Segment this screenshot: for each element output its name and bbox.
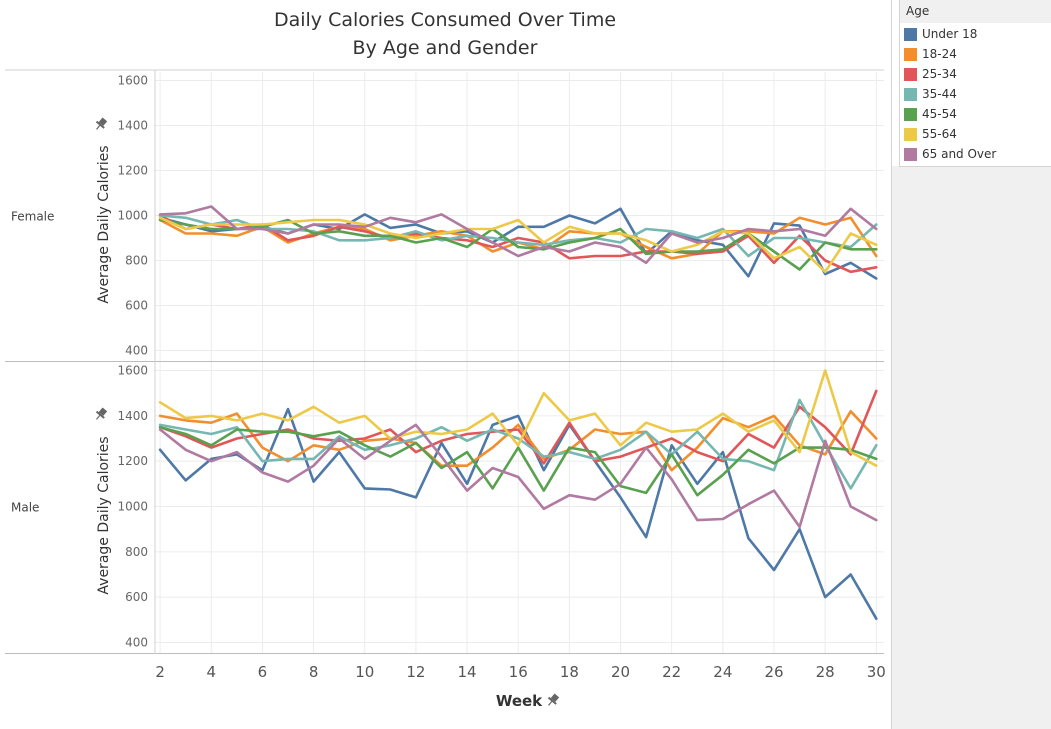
series-line-female-55-64[interactable]: [158, 216, 878, 274]
legend-label: 55-64: [922, 127, 957, 141]
chart-title: Daily Calories Consumed Over Time By Age…: [150, 6, 740, 62]
series-line-male-35-44[interactable]: [158, 398, 878, 490]
x-tick-label: 30: [867, 663, 886, 681]
legend-item-25-34[interactable]: 25-34: [904, 64, 957, 84]
right-gutter: [892, 166, 1051, 729]
x-tick-label: 20: [611, 663, 630, 681]
legend-label: 25-34: [922, 67, 957, 81]
x-tick-label: 12: [406, 663, 425, 681]
x-tick-label: 28: [816, 663, 835, 681]
x-tick-label: 4: [207, 663, 217, 681]
legend-label: 35-44: [922, 87, 957, 101]
y-tick-label: 1400: [117, 119, 148, 133]
x-tick-label: 22: [662, 663, 681, 681]
legend-swatch: [904, 88, 917, 101]
legend-item-under-18[interactable]: Under 18: [904, 24, 977, 44]
y-tick-label: 800: [125, 545, 148, 559]
series-line-female-25-34[interactable]: [158, 214, 878, 274]
row-label-female: Female: [11, 210, 54, 224]
pin-icon[interactable]: [93, 406, 109, 422]
pin-icon[interactable]: [545, 692, 561, 708]
legend-label: Under 18: [922, 27, 978, 41]
x-tick-label: 14: [458, 663, 477, 681]
chart-canvas: 400 600 800 1000 1200 1400 1600 Female Average D…: [5, 69, 886, 711]
legend-swatch: [904, 68, 917, 81]
x-tick-label: 24: [713, 663, 732, 681]
series-line-male-18-24[interactable]: [158, 409, 878, 472]
legend-swatch: [904, 128, 917, 141]
x-tick-label: 8: [309, 663, 319, 681]
x-tick-label: 2: [155, 663, 165, 681]
x-tick-label: 6: [258, 663, 268, 681]
legend-swatch: [904, 148, 917, 161]
legend-item-45-54[interactable]: 45-54: [904, 104, 957, 124]
legend-item-35-44[interactable]: 35-44: [904, 84, 957, 104]
legend-label: 45-54: [922, 107, 957, 121]
legend-item-18-24[interactable]: 18-24: [904, 44, 957, 64]
series-line-male-55-64[interactable]: [158, 369, 878, 468]
legend-item-55-64[interactable]: 55-64: [904, 124, 957, 144]
x-tick-label: 18: [560, 663, 579, 681]
frame-layer: [5, 69, 884, 654]
grid-layer: [155, 72, 884, 653]
y-tick-label: 600: [125, 590, 148, 604]
legend-swatch: [904, 108, 917, 121]
y-tick-label: 600: [125, 299, 148, 313]
legend-label: 65 and Over: [922, 147, 997, 161]
chart-title-line1: Daily Calories Consumed Over Time: [273, 9, 617, 31]
y-tick-label: 1000: [117, 500, 148, 514]
series-line-male-65-and-over[interactable]: [158, 423, 878, 529]
x-tick-label: 26: [764, 663, 783, 681]
label-layer: 400 600 800 1000 1200 1400 1600 Female Average D…: [11, 74, 886, 711]
y-tick-label: 1600: [117, 74, 148, 88]
legend-swatch: [904, 28, 917, 41]
y-tick-label: 1200: [117, 454, 148, 468]
x-axis-title: Week: [496, 692, 543, 710]
y-tick-label: 1400: [117, 409, 148, 423]
right-divider: [891, 0, 892, 729]
x-tick-label: 16: [509, 663, 528, 681]
y-tick-label: 1200: [117, 164, 148, 178]
x-tick-label: 10: [355, 663, 374, 681]
legend: Age Under 18 18-24 25-34 35-44 45-54 55-64 65 …: [899, 0, 1051, 167]
legend-swatch: [904, 48, 917, 61]
y-axis-title: Average Daily Calories: [96, 436, 112, 594]
y-tick-label: 800: [125, 254, 148, 268]
series-line-female-65-and-over[interactable]: [158, 205, 878, 265]
series-line-male-45-54[interactable]: [158, 425, 878, 497]
legend-label: 18-24: [922, 47, 957, 61]
y-tick-label: 400: [125, 635, 148, 649]
y-tick-label: 400: [125, 344, 148, 358]
row-label-male: Male: [11, 501, 39, 515]
chart-subtitle: By Age and Gender: [352, 37, 538, 59]
legend-title: Age: [900, 0, 1051, 23]
legend-item-65-and-over[interactable]: 65 and Over: [904, 144, 996, 164]
y-axis-title: Average Daily Calories: [96, 145, 112, 303]
y-tick-label: 1600: [117, 364, 148, 378]
pin-icon[interactable]: [93, 116, 109, 132]
series-layer: [158, 205, 878, 621]
series-line-male-under-18[interactable]: [158, 407, 878, 621]
series-line-female-35-44[interactable]: [158, 214, 878, 258]
y-tick-label: 1000: [117, 209, 148, 223]
